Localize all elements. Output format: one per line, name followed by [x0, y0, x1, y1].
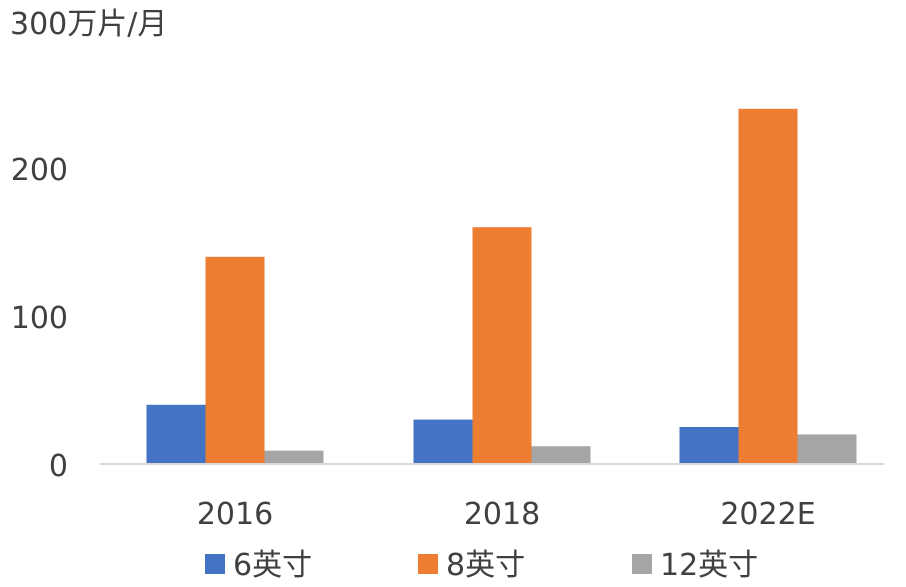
- y-tick-label-200: 200: [11, 153, 68, 188]
- bar-6inch-2018: [413, 419, 473, 464]
- legend-swatch-8inch: [418, 554, 438, 574]
- bar-6inch-2016: [146, 404, 206, 464]
- bar-12inch-2016: [264, 450, 324, 464]
- legend-swatch-12inch: [632, 554, 652, 574]
- legend-label-6inch: 6英寸: [233, 548, 312, 583]
- category-label-2022e: 2022E: [720, 497, 815, 532]
- bar-12inch-2022e: [797, 434, 857, 464]
- bar-6inch-2022e: [679, 427, 739, 464]
- legend-label-12inch: 12英寸: [660, 548, 758, 583]
- bars-group: [146, 108, 857, 465]
- bar-8inch-2022e: [738, 108, 798, 465]
- legend: 6英寸 8英寸 12英寸: [205, 548, 758, 583]
- bar-12inch-2018: [531, 446, 591, 464]
- y-tick-label-100: 100: [11, 301, 68, 336]
- bar-8inch-2016: [205, 256, 265, 464]
- legend-swatch-6inch: [205, 554, 225, 574]
- y-tick-label-0: 0: [49, 449, 68, 484]
- category-label-2016: 2016: [197, 497, 273, 532]
- bar-8inch-2018: [472, 227, 532, 464]
- category-label-2018: 2018: [464, 497, 540, 532]
- y-axis-top-label: 300万片/月: [10, 7, 167, 42]
- legend-label-8inch: 8英寸: [446, 548, 525, 583]
